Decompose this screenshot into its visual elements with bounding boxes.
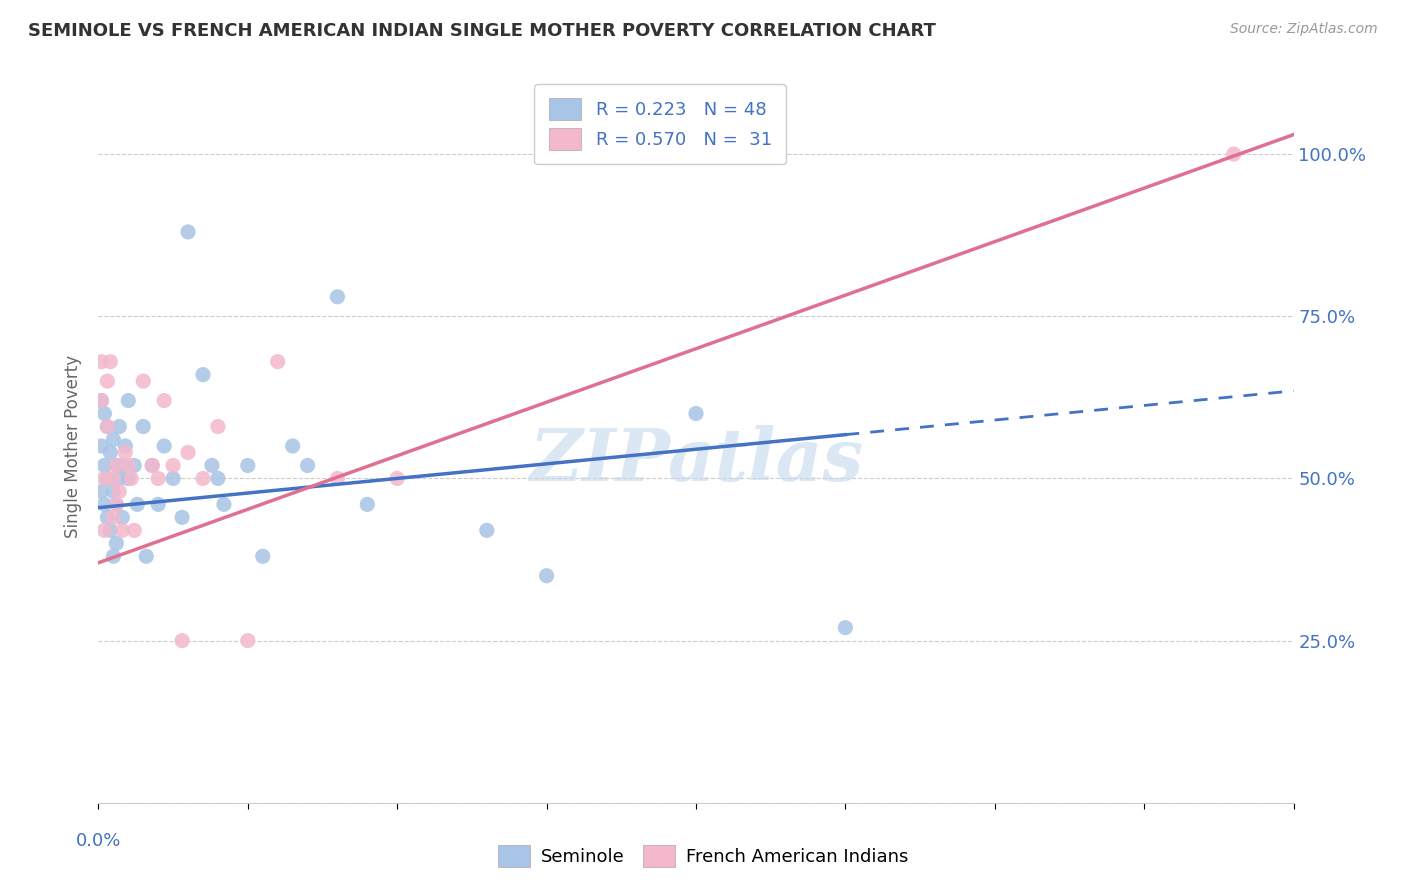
Point [93, 497, 115, 511]
Point [100, 524, 122, 538]
Point [127, 497, 149, 511]
Point [148, 471, 170, 485]
Point [153, 393, 176, 408]
Point [105, 458, 128, 473]
Legend: R = 0.223   N = 48, R = 0.570   N =  31: R = 0.223 N = 48, R = 0.570 N = 31 [534, 84, 786, 164]
Point [191, 368, 214, 382]
Point [124, 524, 146, 538]
Point [326, 471, 349, 485]
Point [96, 419, 118, 434]
Point [111, 458, 134, 473]
Point [117, 393, 139, 408]
Point [172, 510, 194, 524]
Point [90, 393, 112, 408]
Point [297, 458, 319, 473]
Point [252, 549, 274, 564]
Point [90, 354, 112, 368]
Text: ZIPatlas: ZIPatlas [529, 425, 863, 496]
Point [100, 354, 122, 368]
Point [685, 407, 707, 421]
Point [103, 549, 125, 564]
Point [105, 497, 128, 511]
Point [177, 445, 200, 459]
Point [267, 354, 290, 368]
Text: Source: ZipAtlas.com: Source: ZipAtlas.com [1230, 22, 1378, 37]
Point [124, 458, 146, 473]
Point [105, 458, 128, 473]
Point [105, 497, 128, 511]
Point [236, 458, 259, 473]
Point [108, 419, 131, 434]
Point [105, 536, 128, 550]
Text: SEMINOLE VS FRENCH AMERICAN INDIAN SINGLE MOTHER POVERTY CORRELATION CHART: SEMINOLE VS FRENCH AMERICAN INDIAN SINGL… [28, 22, 936, 40]
Point [96, 419, 118, 434]
Point [108, 484, 131, 499]
Point [114, 439, 136, 453]
Point [93, 524, 115, 538]
Text: 0.0%: 0.0% [76, 831, 121, 849]
Point [96, 374, 118, 388]
Y-axis label: Single Mother Poverty: Single Mother Poverty [65, 354, 83, 538]
Point [96, 510, 118, 524]
Point [141, 458, 163, 473]
Point [100, 445, 122, 459]
Point [141, 458, 163, 473]
Point [103, 484, 125, 499]
Point [834, 621, 856, 635]
Point [148, 497, 170, 511]
Point [475, 524, 498, 538]
Point [93, 407, 115, 421]
Point [117, 458, 139, 473]
Point [356, 497, 378, 511]
Point [114, 445, 136, 459]
Point [191, 471, 214, 485]
Point [117, 471, 139, 485]
Point [153, 439, 176, 453]
Point [103, 433, 125, 447]
Point [536, 568, 558, 582]
Point [326, 290, 349, 304]
Point [162, 458, 184, 473]
Point [111, 524, 134, 538]
Point [236, 633, 259, 648]
Point [207, 471, 229, 485]
Point [90, 484, 112, 499]
Point [90, 393, 112, 408]
Point [103, 510, 125, 524]
Point [132, 374, 155, 388]
Point [93, 471, 115, 485]
Point [111, 510, 134, 524]
Point [135, 549, 157, 564]
Point [385, 471, 409, 485]
Point [281, 439, 304, 453]
Point [172, 633, 194, 648]
Point [177, 225, 200, 239]
Legend: Seminole, French American Indians: Seminole, French American Indians [491, 838, 915, 874]
Point [93, 458, 115, 473]
Point [90, 439, 112, 453]
Point [103, 471, 125, 485]
Point [162, 471, 184, 485]
Point [212, 497, 235, 511]
Point [96, 471, 118, 485]
Point [120, 471, 142, 485]
Point [1223, 147, 1246, 161]
Point [132, 419, 155, 434]
Point [207, 419, 229, 434]
Point [108, 471, 131, 485]
Point [201, 458, 224, 473]
